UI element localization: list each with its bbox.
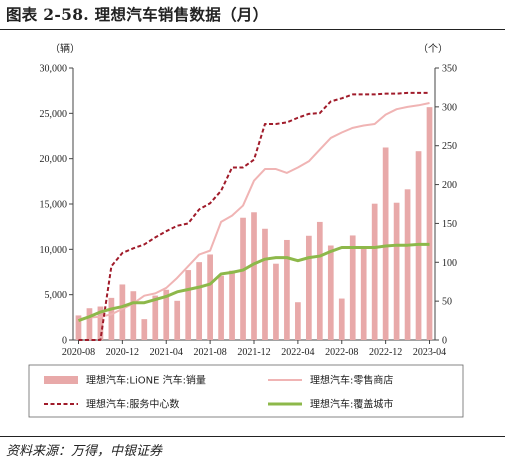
x-tick-label: 2021-04 (150, 347, 183, 358)
line-covered-cities (77, 242, 430, 322)
legend-label: 理想汽车:零售商店 (310, 374, 393, 387)
x-tick-label: 2021-08 (193, 347, 226, 358)
bar-sales (108, 297, 115, 340)
right-tick-label: 250 (442, 141, 457, 152)
bar-sales (338, 298, 345, 340)
bar-sales (393, 202, 400, 340)
legend-label: 理想汽车:服务中心数 (86, 398, 179, 411)
right-tick-label: 150 (442, 219, 457, 230)
x-tick-label: 2020-08 (62, 347, 95, 358)
page-title: 图表 2-58. 理想汽车销售数据（月） (6, 5, 269, 24)
right-tick-label: 300 (442, 102, 457, 113)
x-tick-label: 2023-04 (413, 347, 446, 358)
bar-sales (229, 270, 235, 340)
bar-sales (185, 270, 192, 340)
bar-sales (349, 235, 356, 340)
right-tick-label: 100 (442, 258, 457, 269)
x-tick-label: 2022-12 (369, 347, 402, 358)
x-tick-label: 2020-12 (106, 347, 139, 358)
bar-sales (404, 189, 411, 340)
bar-sales (75, 315, 82, 340)
left-axis-unit: （辆） (50, 42, 80, 55)
bar-sales (262, 228, 268, 340)
bar-sales (426, 107, 433, 340)
bar-sales (218, 275, 224, 340)
bar-sales (371, 203, 378, 340)
right-tick-label: 0 (442, 336, 447, 347)
bar-sales (163, 289, 170, 340)
bar-sales (130, 291, 137, 340)
legend-label: 理想汽车:LiONE 汽车:销量 (86, 374, 206, 387)
bar-sales (240, 217, 246, 340)
right-tick-label: 200 (442, 180, 457, 191)
right-axis-unit: （个） (418, 43, 448, 55)
left-tick-label: 15,000 (40, 200, 68, 211)
bar-sales (119, 284, 126, 340)
chart: （辆） （个） 0 5,000 10,000 15,000 20,000 25,000 30,0… (28, 42, 464, 418)
source-rule (0, 436, 505, 437)
line-retail-stores (78, 101, 430, 321)
x-tick-label: 2021-12 (237, 347, 270, 358)
right-tick-label: 50 (442, 297, 452, 308)
bar-sales (273, 263, 279, 340)
x-tick-label: 2022-04 (281, 347, 314, 358)
bar-sales (382, 147, 389, 340)
left-tick-label: 5,000 (45, 290, 68, 301)
bar-sales (284, 239, 290, 340)
bar-sales (360, 248, 367, 340)
bar-sales (207, 254, 213, 340)
x-tick-label: 2022-08 (325, 347, 358, 358)
left-tick-label: 0 (62, 336, 67, 347)
left-tick-label: 25,000 (40, 109, 68, 120)
bar-sales (316, 221, 323, 340)
title-rule (0, 29, 505, 30)
bar-sales (174, 300, 181, 340)
legend-swatch-sales (44, 376, 78, 384)
left-tick-label: 10,000 (40, 245, 68, 256)
bar-sales (251, 212, 257, 340)
right-tick-label: 350 (442, 64, 457, 75)
left-tick-label: 30,000 (40, 64, 68, 75)
bar-sales (97, 306, 104, 340)
legend-label: 理想汽车:覆盖城市 (310, 398, 393, 411)
source-note: 资料来源：万得，中银证券 (6, 444, 163, 459)
bar-sales (327, 245, 334, 340)
bar-sales (295, 302, 301, 340)
bar-sales (305, 235, 312, 340)
bar-sales (141, 319, 148, 340)
bar-sales (152, 295, 159, 340)
bar-sales (196, 262, 203, 340)
legend-box (28, 364, 464, 418)
left-tick-label: 20,000 (40, 154, 68, 165)
bar-sales (86, 308, 93, 340)
